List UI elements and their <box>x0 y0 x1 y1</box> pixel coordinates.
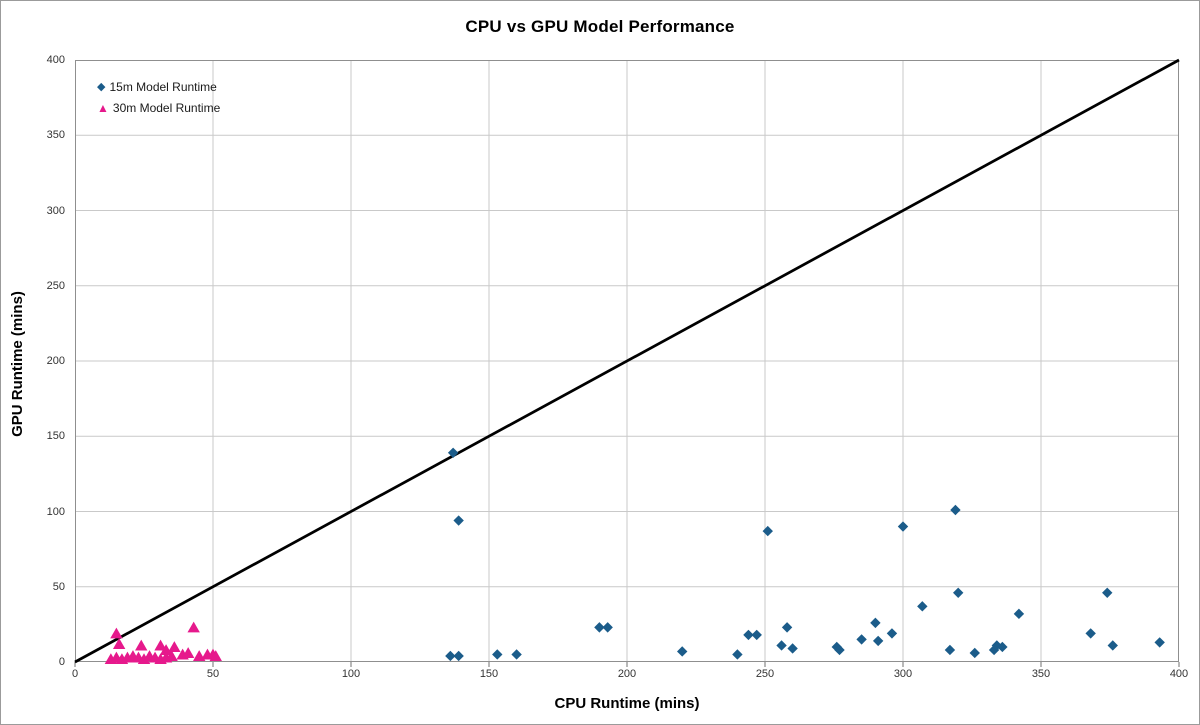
y-tick-label: 300 <box>46 204 65 217</box>
x-tick-label: 400 <box>1169 668 1189 680</box>
data-point-15m <box>950 504 961 516</box>
data-point-30m <box>165 650 178 661</box>
data-point-15m <box>743 629 754 641</box>
data-point-15m <box>944 644 956 656</box>
data-point-30m <box>209 650 222 661</box>
y-tick-label: 50 <box>52 580 65 593</box>
y-tick-label: 100 <box>46 505 65 518</box>
plot-area: ◆ 15m Model Runtime ▲ 30m Model Runtime <box>74 58 1180 667</box>
data-point-30m <box>137 653 151 664</box>
legend-item-30m: ▲ 30m Model Runtime <box>97 101 220 115</box>
data-point-15m <box>492 649 503 660</box>
data-point-15m <box>677 646 688 657</box>
data-point-15m <box>453 515 464 526</box>
y-axis-title: GPU Runtime (mins) <box>9 291 26 437</box>
x-tick-label: 150 <box>479 668 499 680</box>
y-tick-label: 0 <box>58 656 65 668</box>
data-point-15m <box>969 647 980 659</box>
data-point-15m <box>997 641 1008 653</box>
y-tick-label: 150 <box>46 430 65 443</box>
legend-label-15m: 15m Model Runtime <box>109 80 217 94</box>
data-point-15m <box>1102 587 1113 598</box>
data-point-15m <box>445 650 456 662</box>
data-point-15m <box>602 622 613 633</box>
data-point-15m <box>1085 628 1096 639</box>
data-point-15m <box>776 640 787 651</box>
data-point-15m <box>781 622 793 633</box>
chart-legend: ◆ 15m Model Runtime ▲ 30m Model Runtime <box>97 80 220 115</box>
data-point-15m <box>870 617 881 629</box>
data-point-15m <box>897 521 909 532</box>
x-tick-label: 0 <box>71 668 79 680</box>
y-tick-label: 200 <box>46 355 65 367</box>
data-point-30m <box>168 641 181 652</box>
x-tick-label: 200 <box>617 668 637 680</box>
data-point-30m <box>112 638 126 649</box>
data-point-30m <box>154 639 167 651</box>
data-point-15m <box>787 643 798 654</box>
plot-border <box>75 60 1179 662</box>
y-tick-label: 400 <box>46 54 65 66</box>
data-point-15m <box>594 622 605 633</box>
data-point-15m <box>453 650 464 662</box>
data-point-15m <box>886 628 898 639</box>
data-point-15m <box>762 525 773 537</box>
data-point-15m <box>856 634 867 645</box>
data-point-15m <box>1107 640 1118 651</box>
data-point-15m <box>511 649 522 660</box>
data-point-15m <box>988 644 1000 656</box>
data-point-15m <box>1154 637 1165 648</box>
data-point-30m <box>181 647 195 658</box>
legend-item-15m: ◆ 15m Model Runtime <box>97 80 220 94</box>
x-tick-label: 100 <box>341 668 361 680</box>
x-tick-label: 250 <box>755 668 775 680</box>
data-point-15m <box>447 447 459 459</box>
scatter-plot-canvas <box>74 58 1180 667</box>
data-point-30m <box>159 644 173 655</box>
x-tick-label: 350 <box>1031 668 1051 680</box>
chart-title: CPU vs GPU Model Performance <box>465 17 735 36</box>
data-point-15m <box>917 601 928 612</box>
legend-label-30m: 30m Model Runtime <box>112 101 221 115</box>
y-tick-label: 250 <box>46 279 65 292</box>
data-point-15m <box>1013 608 1025 620</box>
x-axis-title: CPU Runtime (mins) <box>554 695 700 712</box>
data-point-30m <box>110 627 123 639</box>
data-point-30m <box>187 621 200 633</box>
y-tick-label: 350 <box>46 129 65 142</box>
triangle-marker-icon: ▲ <box>97 101 109 115</box>
data-point-15m <box>732 649 743 660</box>
x-tick-label: 50 <box>206 668 220 680</box>
data-point-15m <box>834 644 845 656</box>
diamond-marker-icon: ◆ <box>97 81 106 93</box>
identity-reference-line <box>74 58 1180 664</box>
data-point-15m <box>953 587 964 598</box>
data-point-15m <box>751 629 762 641</box>
x-tick-label: 300 <box>893 668 913 680</box>
data-point-15m <box>872 635 884 647</box>
data-point-30m <box>135 639 148 651</box>
data-point-15m <box>991 640 1003 651</box>
